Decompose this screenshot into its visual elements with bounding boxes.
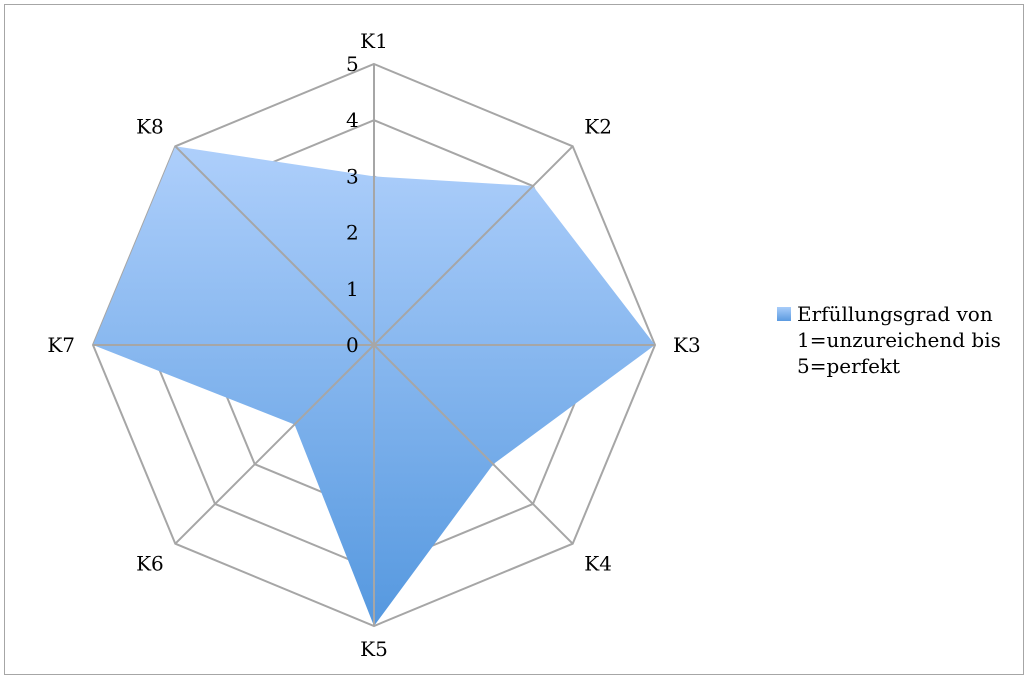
tick-label: 3: [346, 164, 359, 188]
spoke-K4: [373, 344, 574, 545]
tick-label: 0: [346, 333, 359, 357]
spoke-K6: [174, 344, 375, 545]
category-label-K2: K2: [584, 115, 612, 139]
legend-label: Erfüllungsgrad von 1=unzureichend bis 5=…: [797, 302, 1001, 378]
category-label-K1: K1: [360, 29, 388, 53]
spoke-K8: [174, 145, 375, 346]
category-label-K7: K7: [47, 333, 75, 357]
category-label-K6: K6: [136, 551, 164, 575]
legend-swatch: [777, 307, 791, 321]
tick-label: 2: [346, 221, 359, 245]
category-labels: K1 K2 K3 K4 K5 K6 K7 K8: [47, 29, 700, 661]
radar-spokes: [93, 64, 655, 626]
tick-label: 5: [346, 52, 359, 76]
value-tick-labels: 0 1 2 3 4 5: [346, 52, 359, 357]
tick-label: 4: [346, 108, 359, 132]
category-label-K5: K5: [360, 637, 388, 661]
category-label-K4: K4: [584, 551, 612, 575]
category-label-K3: K3: [673, 333, 701, 357]
spoke-K2: [373, 145, 574, 346]
tick-label: 1: [346, 277, 359, 301]
category-label-K8: K8: [136, 115, 164, 139]
